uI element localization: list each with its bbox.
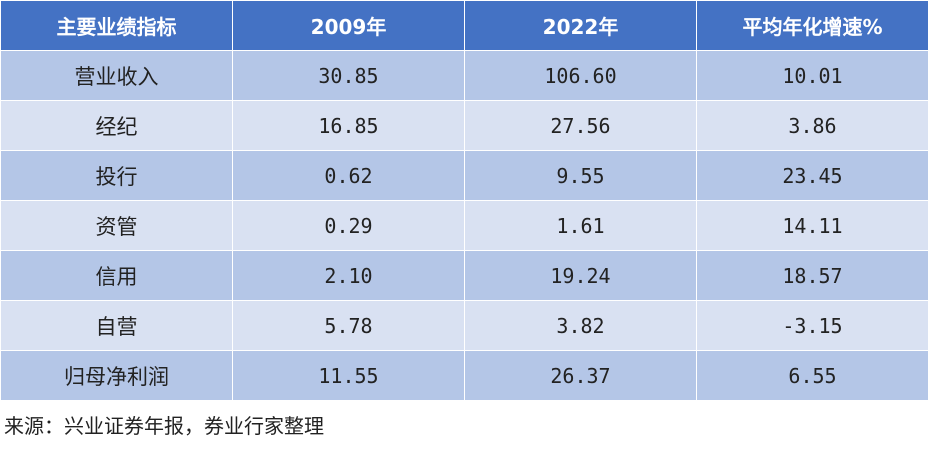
value-cell: 0.29 [232, 200, 465, 251]
value-cell: 3.86 [696, 100, 929, 151]
row-label: 自营 [0, 300, 233, 351]
table-header: 主要业绩指标 2009年 2022年 平均年化增速% [0, 0, 929, 51]
source-note: 来源：兴业证券年报，券业行家整理 [4, 414, 324, 438]
table-row: 自营 5.78 3.82 -3.15 [0, 300, 929, 351]
table-row: 营业收入 30.85 106.60 10.01 [0, 50, 929, 101]
value-cell: 14.11 [696, 200, 929, 251]
table-row: 资管 0.29 1.61 14.11 [0, 200, 929, 251]
value-cell: 26.37 [464, 350, 697, 401]
header-cell: 2022年 [464, 0, 697, 51]
value-cell: 10.01 [696, 50, 929, 101]
row-label: 经纪 [0, 100, 233, 151]
row-label: 信用 [0, 250, 233, 301]
header-cell: 平均年化增速% [696, 0, 929, 51]
value-cell: 6.55 [696, 350, 929, 401]
table-body: 营业收入 30.85 106.60 10.01 经纪 16.85 27.56 3.86 投行 0.… [0, 50, 929, 401]
row-label: 投行 [0, 150, 233, 201]
row-label: 资管 [0, 200, 233, 251]
value-cell: 27.56 [464, 100, 697, 151]
value-cell: 23.45 [696, 150, 929, 201]
value-cell: 30.85 [232, 50, 465, 101]
value-cell: 5.78 [232, 300, 465, 351]
table-row: 经纪 16.85 27.56 3.86 [0, 100, 929, 151]
value-cell: 106.60 [464, 50, 697, 101]
header-cell: 2009年 [232, 0, 465, 51]
table-row: 归母净利润 11.55 26.37 6.55 [0, 350, 929, 401]
row-label: 营业收入 [0, 50, 233, 101]
header-cell: 主要业绩指标 [0, 0, 233, 51]
value-cell: 16.85 [232, 100, 465, 151]
value-cell: -3.15 [696, 300, 929, 351]
table-row: 投行 0.62 9.55 23.45 [0, 150, 929, 201]
value-cell: 11.55 [232, 350, 465, 401]
header-row: 主要业绩指标 2009年 2022年 平均年化增速% [0, 0, 929, 51]
table: 主要业绩指标 2009年 2022年 平均年化增速% 营业收入 30.85 106.60 1… [0, 0, 929, 401]
row-label: 归母净利润 [0, 350, 233, 401]
value-cell: 19.24 [464, 250, 697, 301]
table-row: 信用 2.10 19.24 18.57 [0, 250, 929, 301]
value-cell: 1.61 [464, 200, 697, 251]
value-cell: 9.55 [464, 150, 697, 201]
value-cell: 0.62 [232, 150, 465, 201]
value-cell: 18.57 [696, 250, 929, 301]
value-cell: 2.10 [232, 250, 465, 301]
value-cell: 3.82 [464, 300, 697, 351]
